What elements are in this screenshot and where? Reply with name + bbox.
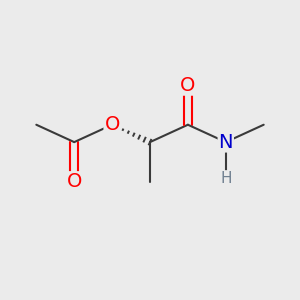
- Text: H: H: [220, 171, 232, 186]
- Text: O: O: [104, 115, 120, 134]
- Text: N: N: [218, 133, 233, 152]
- Text: O: O: [180, 76, 196, 95]
- Text: O: O: [67, 172, 82, 191]
